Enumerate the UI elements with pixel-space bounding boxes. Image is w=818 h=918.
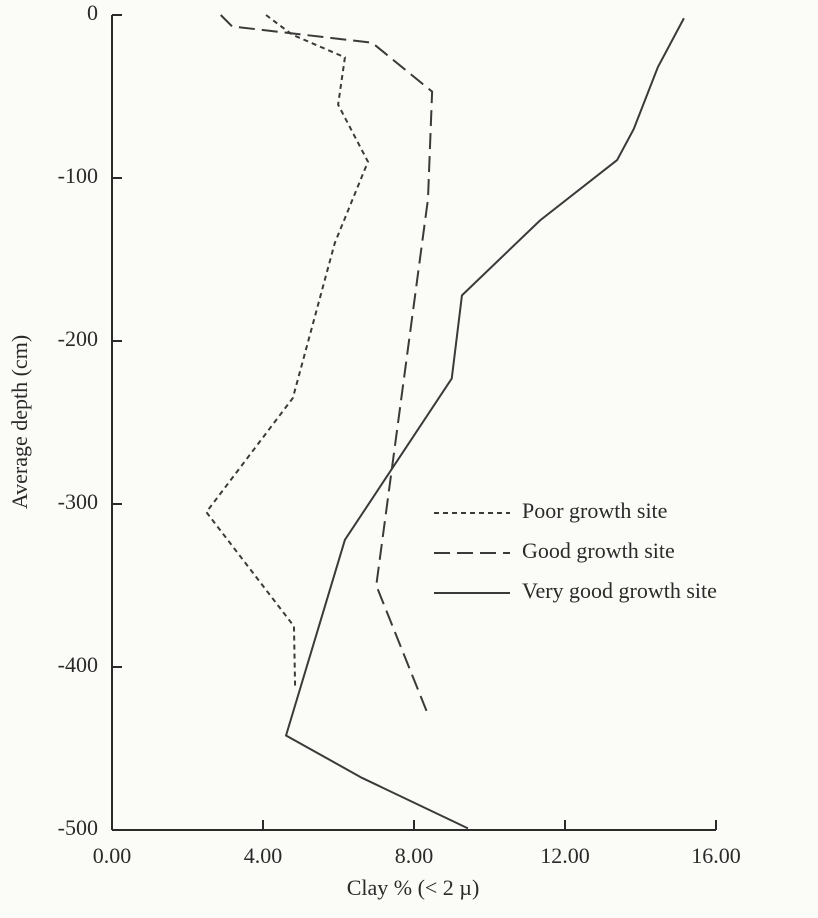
y-tick-label: -400: [58, 652, 98, 677]
legend-label: Good growth site: [522, 538, 675, 563]
legend-label: Poor growth site: [522, 498, 667, 523]
x-axis-label: Clay % (< 2 µ): [347, 875, 480, 900]
y-tick-label: -100: [58, 163, 98, 188]
x-tick-label: 16.00: [691, 843, 741, 868]
x-tick-label: 4.00: [244, 843, 283, 868]
x-tick-label: 8.00: [395, 843, 434, 868]
legend-label: Very good growth site: [522, 578, 717, 603]
y-axis-label: Average depth (cm): [7, 335, 32, 509]
x-tick-label: 12.00: [540, 843, 590, 868]
series-line: [205, 14, 370, 687]
x-tick-label: 0.00: [93, 843, 132, 868]
y-tick-label: -200: [58, 326, 98, 351]
series-line: [284, 17, 685, 830]
y-tick-label: 0: [87, 0, 98, 25]
series-line: [220, 14, 434, 714]
y-tick-label: -500: [58, 815, 98, 840]
y-tick-label: -300: [58, 489, 98, 514]
